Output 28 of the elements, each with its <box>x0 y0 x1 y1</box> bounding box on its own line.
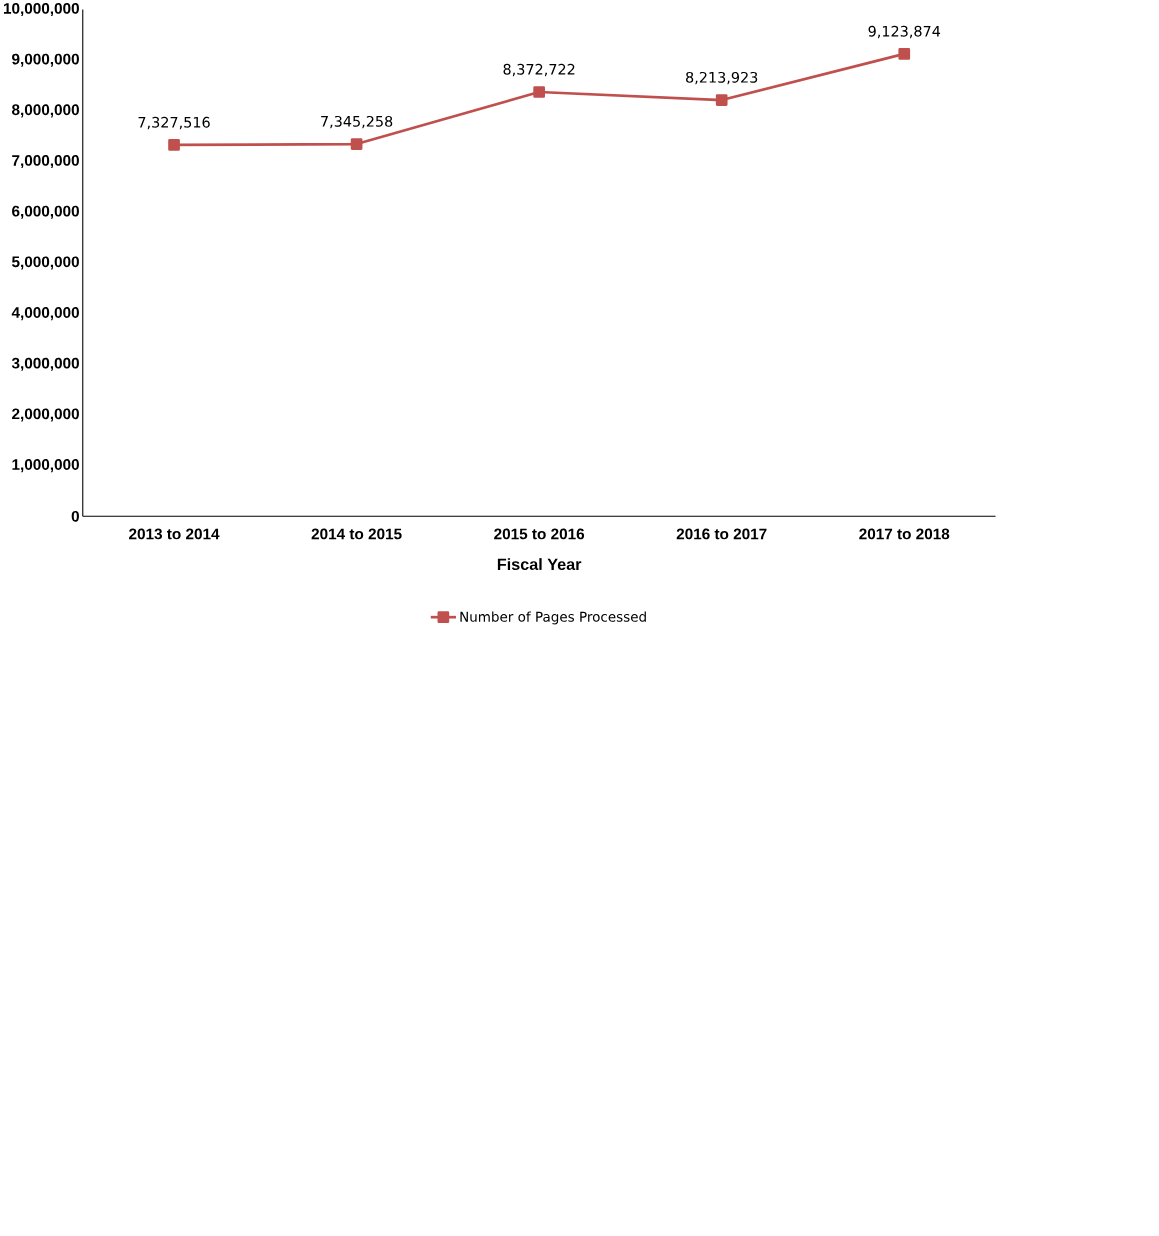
y-tick-label: 3,000,000 <box>11 357 79 371</box>
y-tick-label: 5,000,000 <box>11 256 79 270</box>
y-tick-label: 6,000,000 <box>11 205 79 219</box>
x-tick-label: 2013 to 2014 <box>128 528 220 540</box>
data-label: 7,327,516 <box>138 116 210 130</box>
point <box>533 86 545 98</box>
point <box>350 138 363 150</box>
y-tick-label: 8,000,000 <box>11 104 79 118</box>
x-tick-label: 2015 to 2016 <box>494 528 584 540</box>
y-tick-label: 1,000,000 <box>12 459 79 473</box>
y-tick-label: 9,000,000 <box>11 53 79 67</box>
y-tick-label: 7,000,000 <box>12 155 79 169</box>
data-label: 8,213,923 <box>685 71 758 85</box>
data-label: 8,372,722 <box>503 63 575 77</box>
x-tick-label: 2014 to 2015 <box>311 528 402 540</box>
x-axis-title: Fiscal Year <box>497 558 582 571</box>
legend-label: Number of Pages Processed <box>460 611 646 625</box>
y-tick-label: 0 <box>71 510 79 522</box>
y-tick-label: 2,000,000 <box>11 408 79 422</box>
x-tick-label: 2017 to 2018 <box>859 528 950 540</box>
x-tick-label: 2016 to 2017 <box>676 528 767 540</box>
y-tick-label: 10,000,000 <box>3 2 79 17</box>
point <box>168 139 180 151</box>
y-tick-label: 4,000,000 <box>11 307 79 321</box>
data-label: 9,123,874 <box>868 25 940 39</box>
point <box>898 48 910 60</box>
data-label: 7,345,258 <box>321 115 393 129</box>
point <box>715 94 728 106</box>
